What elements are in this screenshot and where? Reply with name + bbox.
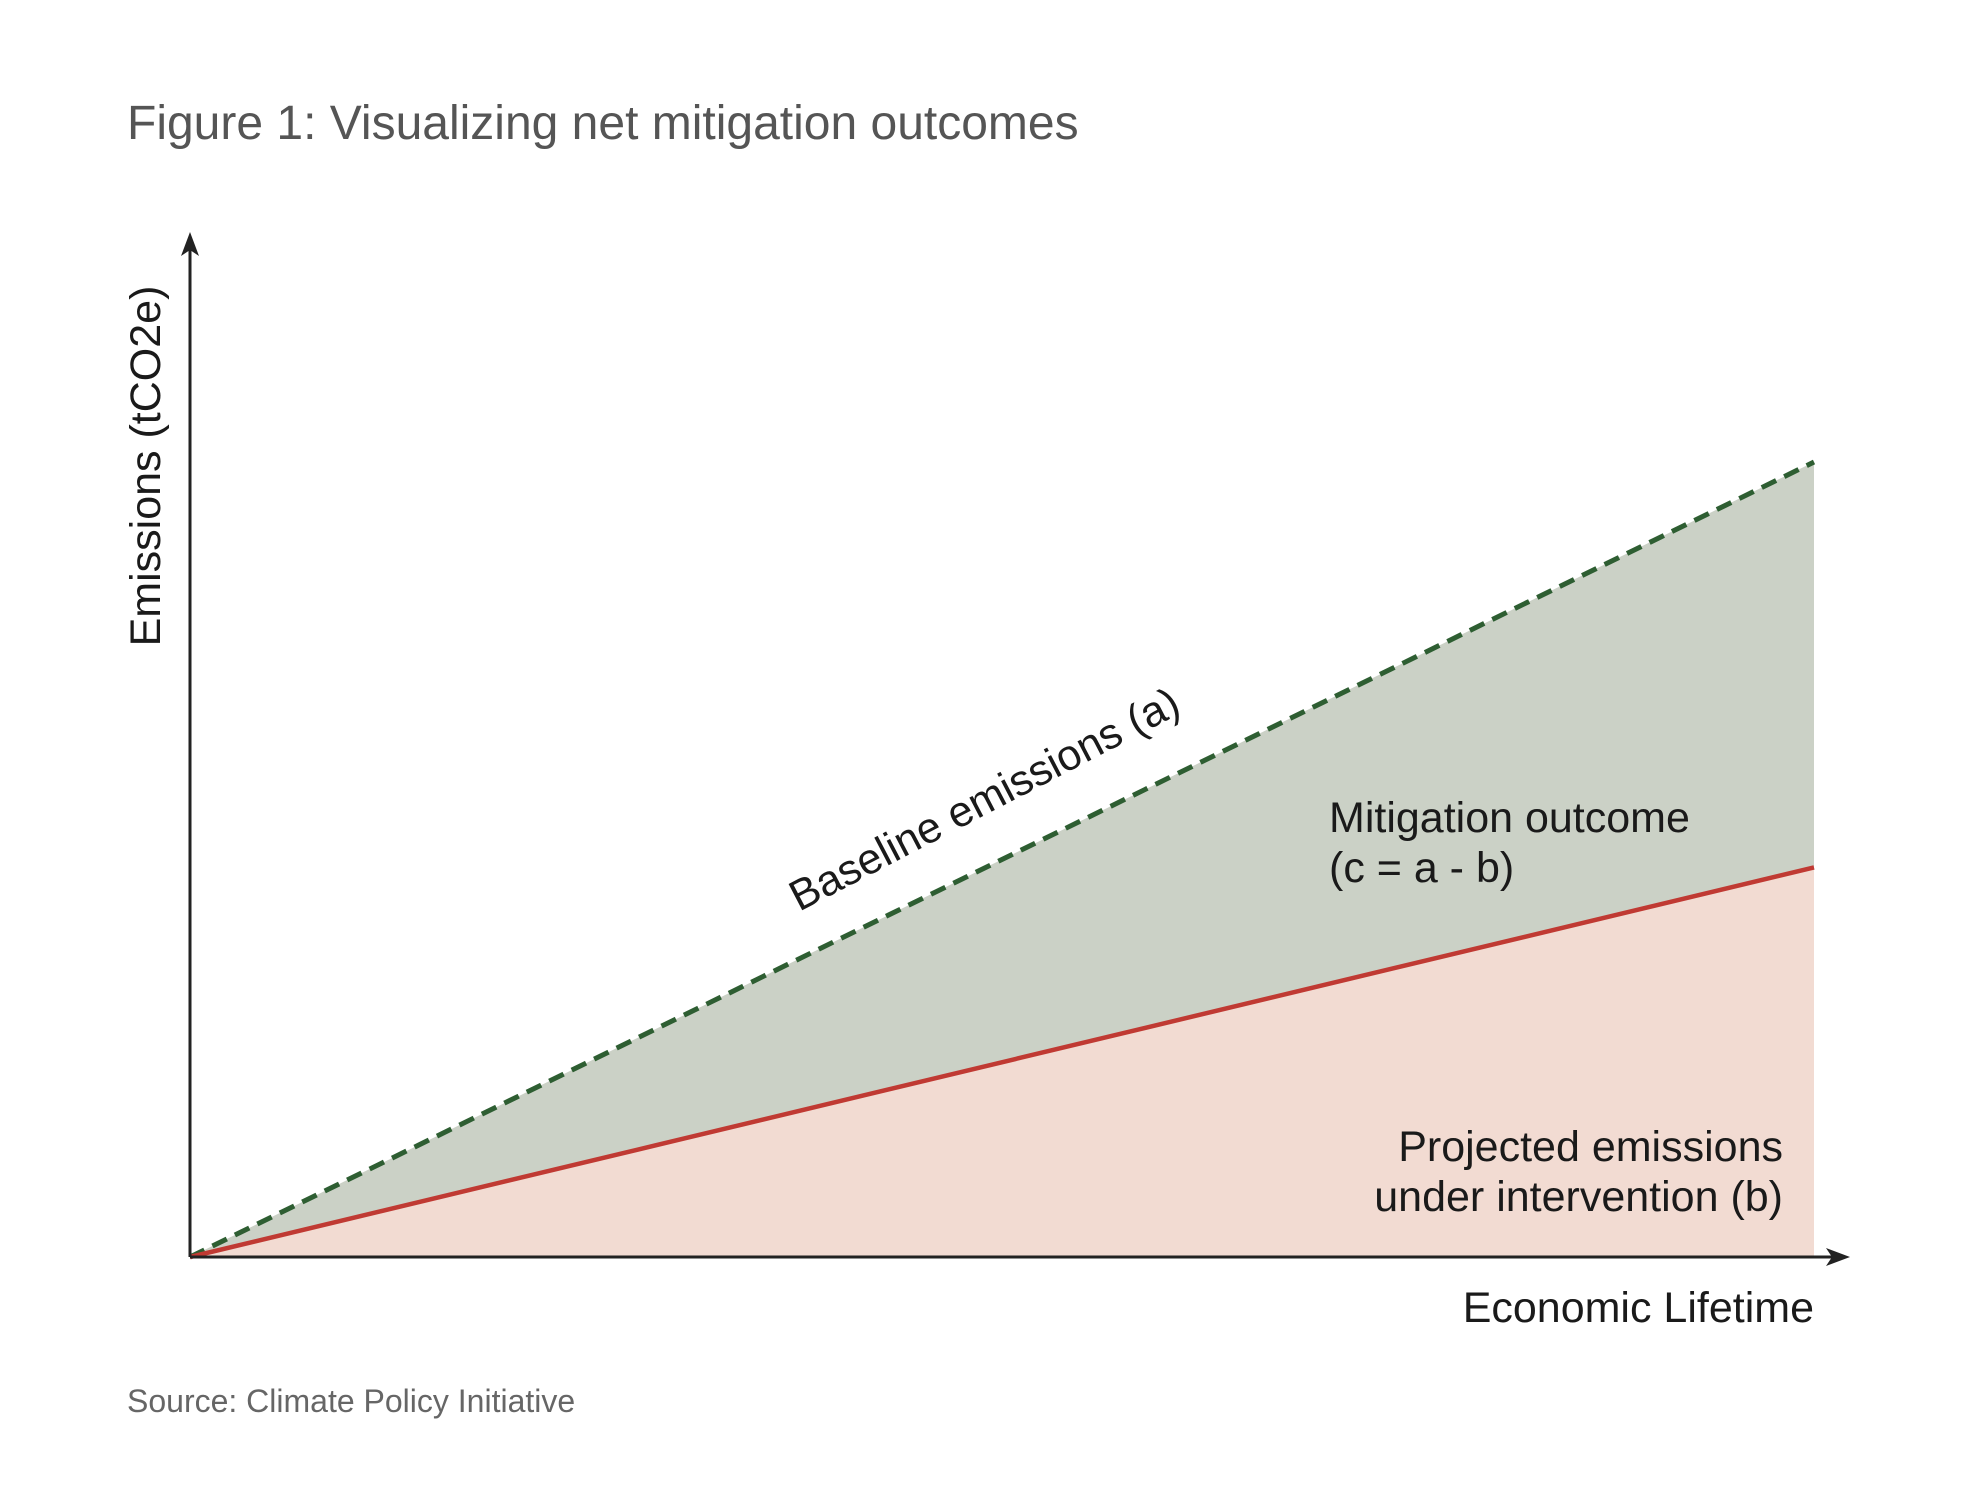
- y-axis-arrow-icon: [181, 232, 199, 256]
- source-note: Source: Climate Policy Initiative: [127, 1383, 576, 1419]
- baseline-line: [188, 459, 1816, 1260]
- intervention-line: [189, 865, 1815, 1260]
- mitigation-label-line1: Mitigation outcome: [1329, 794, 1690, 842]
- x-axis-label: Economic Lifetime: [1463, 1284, 1814, 1332]
- figure-title: Figure 1: Visualizing net mitigation out…: [127, 97, 1079, 150]
- projected-label-line2: under intervention (b): [1374, 1173, 1783, 1221]
- mitigation-label-line2: (c = a - b): [1329, 844, 1514, 892]
- x-axis-arrow-icon: [1826, 1248, 1850, 1266]
- y-axis-label: Emissions (tCO2e): [122, 286, 170, 647]
- projected-label-line1: Projected emissions: [1398, 1123, 1783, 1171]
